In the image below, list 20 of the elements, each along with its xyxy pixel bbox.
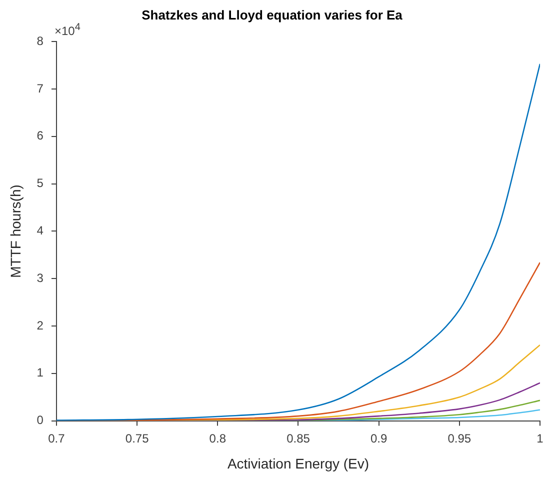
y-tick-label: 7	[36, 81, 44, 96]
y-tick-label: 2	[36, 318, 44, 332]
y-tick-label: 4	[36, 224, 44, 238]
x-tick-label: 0.9	[370, 431, 388, 446]
y-tick-label: 8	[36, 34, 44, 48]
x-tick-label: 0.85	[286, 431, 310, 446]
y-tick-label: 1	[36, 366, 44, 380]
y-tick-label: 3	[36, 270, 44, 285]
x-tick-label: 0.75	[125, 431, 150, 446]
y-tick-label: 6	[36, 128, 44, 143]
x-tick-label: 0.8	[209, 431, 226, 446]
x-axis-title: Activiation Energy (Ev)	[227, 455, 370, 472]
chart-title: Shatzkes and Lloyd equation varies for Ea	[142, 7, 404, 22]
x-tick-label: 1	[536, 431, 544, 446]
y-tick-label: 5	[36, 176, 44, 190]
x-tick-label: 0.7	[48, 431, 66, 446]
x-tick-label: 0.95	[448, 431, 472, 446]
text: ×10$^{4}$	[54, 22, 80, 38]
y-tick-label: 0	[36, 413, 44, 428]
y-axis-title: MTTF hours(h)	[7, 184, 24, 278]
